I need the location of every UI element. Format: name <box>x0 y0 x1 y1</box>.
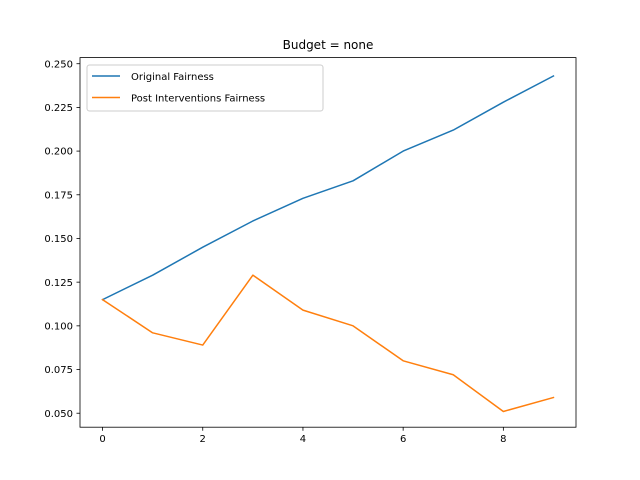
y-tick-label: 0.200 <box>44 147 73 158</box>
plot-frame <box>79 57 577 428</box>
legend-box <box>86 64 324 112</box>
y-tick-label: 0.050 <box>44 409 73 420</box>
legend: Original Fairness Post Interventions Fair… <box>86 64 324 112</box>
y-tick-label: 0.250 <box>44 59 73 70</box>
y-tick-label: 0.225 <box>44 103 73 114</box>
y-tick-label: 0.125 <box>44 278 73 289</box>
x-tick-label: 6 <box>400 434 406 445</box>
y-tick-label: 0.100 <box>44 321 73 332</box>
x-tick-label: 2 <box>200 434 206 445</box>
chart-title: Budget = none <box>283 38 374 52</box>
x-tick-label: 8 <box>500 434 506 445</box>
legend-label: Original Fairness <box>131 72 214 83</box>
series-line-post-interventions-fairness <box>101 274 555 413</box>
y-tick-label: 0.150 <box>44 234 73 245</box>
y-tick-label: 0.075 <box>44 365 73 376</box>
legend-label: Post Interventions Fairness <box>131 94 265 105</box>
y-tick-label: 0.175 <box>44 190 73 201</box>
x-tick-label: 0 <box>99 434 105 445</box>
x-tick-label: 4 <box>300 434 306 445</box>
series-line-original-fairness <box>101 74 555 301</box>
